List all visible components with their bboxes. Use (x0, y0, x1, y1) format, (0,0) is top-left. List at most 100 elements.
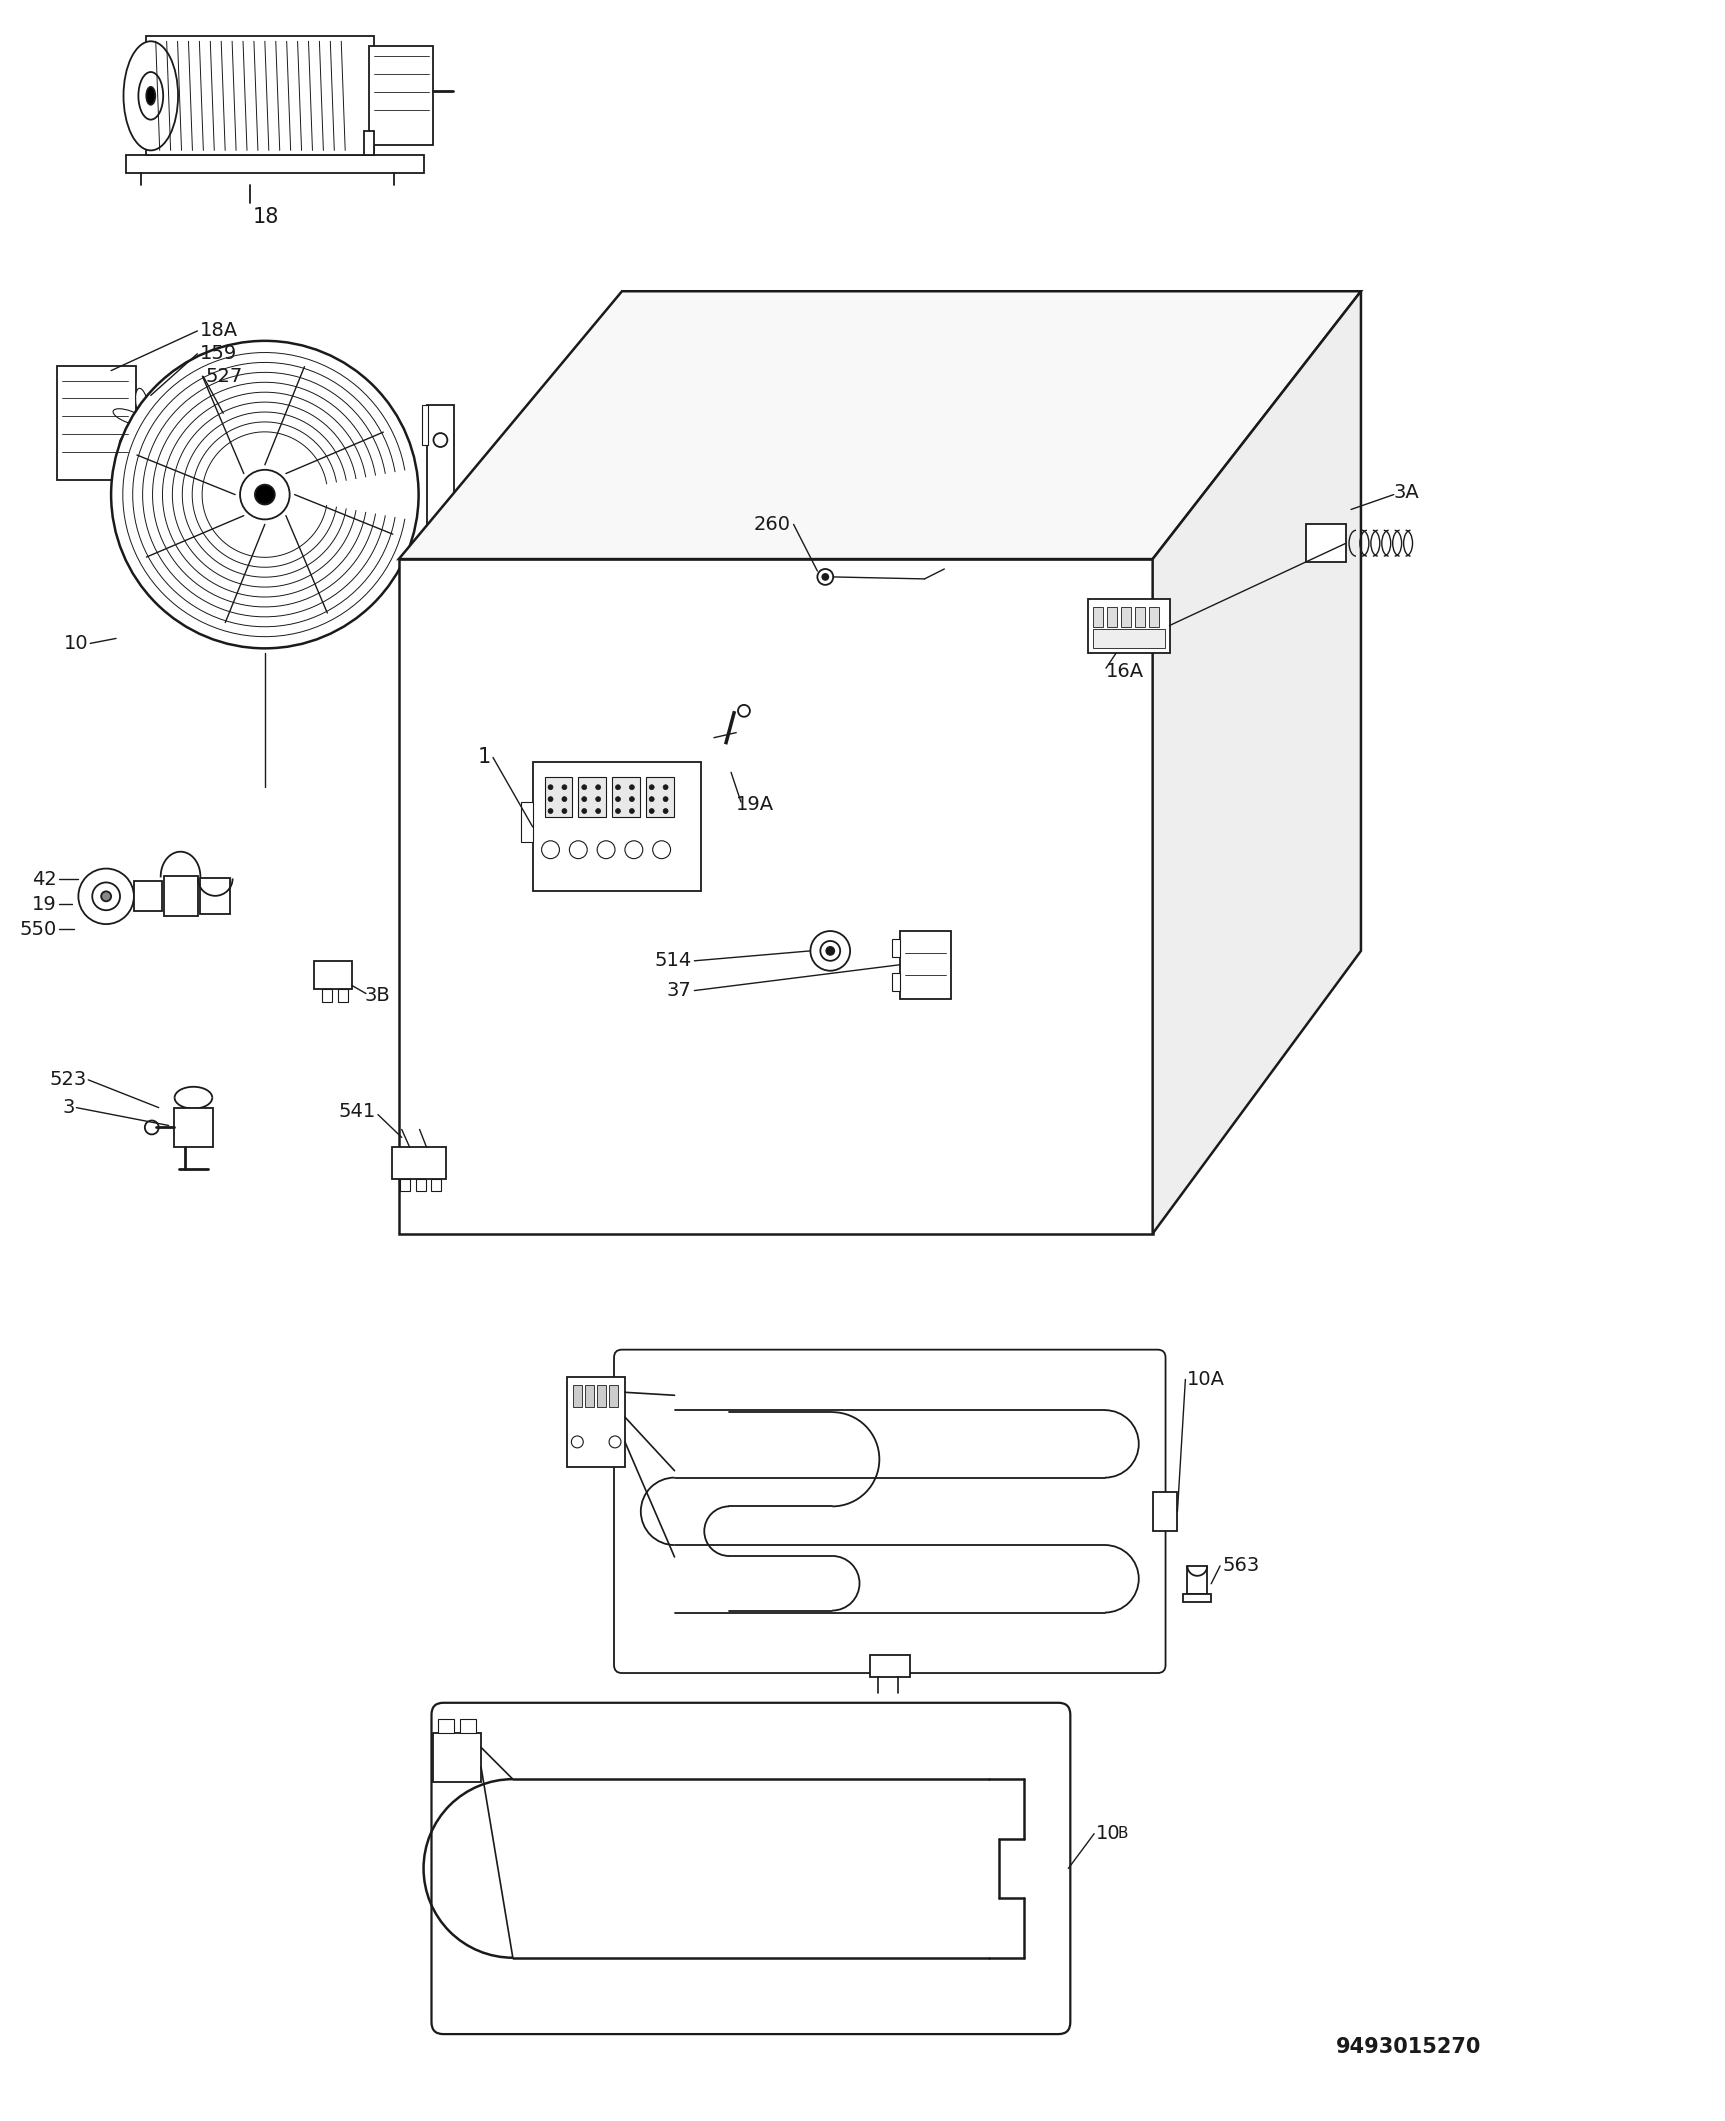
Circle shape (138, 414, 154, 431)
Circle shape (581, 785, 586, 789)
FancyBboxPatch shape (174, 1107, 214, 1147)
Text: 541: 541 (338, 1103, 376, 1122)
FancyBboxPatch shape (164, 876, 198, 916)
Circle shape (595, 785, 600, 789)
Circle shape (630, 797, 635, 802)
FancyBboxPatch shape (533, 761, 702, 891)
FancyBboxPatch shape (438, 1718, 454, 1733)
Circle shape (549, 797, 554, 802)
Circle shape (823, 575, 828, 579)
FancyBboxPatch shape (392, 1147, 447, 1179)
Circle shape (562, 785, 568, 789)
FancyBboxPatch shape (612, 776, 640, 817)
FancyBboxPatch shape (573, 1385, 583, 1406)
Ellipse shape (136, 388, 148, 422)
Circle shape (662, 797, 668, 802)
Circle shape (616, 797, 621, 802)
Ellipse shape (143, 422, 155, 456)
Circle shape (624, 840, 643, 859)
FancyBboxPatch shape (578, 776, 605, 817)
Ellipse shape (145, 399, 172, 422)
FancyBboxPatch shape (1183, 1593, 1211, 1601)
Circle shape (652, 840, 671, 859)
FancyBboxPatch shape (416, 1179, 426, 1190)
Text: 37: 37 (666, 982, 692, 1001)
FancyBboxPatch shape (1135, 607, 1145, 626)
Circle shape (662, 785, 668, 789)
Circle shape (102, 891, 110, 901)
FancyBboxPatch shape (597, 1385, 605, 1406)
Circle shape (145, 1120, 159, 1135)
Circle shape (91, 882, 121, 910)
Circle shape (110, 341, 419, 649)
Circle shape (581, 808, 586, 814)
FancyBboxPatch shape (568, 1377, 624, 1468)
Text: 550: 550 (19, 921, 57, 940)
Circle shape (549, 808, 554, 814)
FancyBboxPatch shape (645, 776, 673, 817)
FancyBboxPatch shape (545, 776, 573, 817)
FancyBboxPatch shape (338, 988, 348, 1003)
Text: 159: 159 (200, 344, 238, 363)
Text: 42: 42 (31, 870, 57, 889)
Text: B: B (1118, 1826, 1128, 1841)
Circle shape (609, 1436, 621, 1449)
FancyBboxPatch shape (431, 1703, 1070, 2034)
Circle shape (581, 797, 586, 802)
Ellipse shape (124, 40, 178, 151)
Text: 3: 3 (62, 1099, 74, 1118)
FancyBboxPatch shape (1187, 1565, 1208, 1593)
Ellipse shape (147, 420, 179, 435)
Text: 16A: 16A (1106, 662, 1144, 681)
FancyBboxPatch shape (1152, 1491, 1178, 1531)
Ellipse shape (138, 72, 164, 119)
FancyBboxPatch shape (126, 155, 424, 174)
Text: 18A: 18A (200, 322, 238, 341)
FancyBboxPatch shape (461, 1718, 476, 1733)
Circle shape (630, 808, 635, 814)
Text: 1: 1 (478, 747, 492, 768)
FancyBboxPatch shape (431, 1179, 442, 1190)
Circle shape (630, 785, 635, 789)
Circle shape (549, 785, 554, 789)
Circle shape (818, 568, 833, 585)
FancyBboxPatch shape (1094, 628, 1164, 649)
FancyBboxPatch shape (900, 931, 950, 999)
Circle shape (649, 797, 654, 802)
FancyBboxPatch shape (614, 1349, 1166, 1673)
Text: 18: 18 (254, 208, 279, 227)
Ellipse shape (119, 422, 147, 445)
Text: 10: 10 (64, 634, 88, 653)
FancyBboxPatch shape (1149, 607, 1159, 626)
Polygon shape (1152, 291, 1361, 1234)
FancyBboxPatch shape (369, 47, 433, 146)
Circle shape (649, 785, 654, 789)
FancyBboxPatch shape (323, 988, 333, 1003)
Text: 527: 527 (205, 367, 243, 386)
Circle shape (616, 808, 621, 814)
Circle shape (595, 797, 600, 802)
Ellipse shape (114, 409, 145, 424)
Text: 10A: 10A (1187, 1370, 1225, 1389)
FancyBboxPatch shape (421, 405, 428, 445)
Circle shape (811, 931, 850, 971)
Circle shape (662, 808, 668, 814)
Circle shape (571, 1436, 583, 1449)
FancyBboxPatch shape (1107, 607, 1116, 626)
FancyBboxPatch shape (147, 36, 374, 155)
Circle shape (562, 797, 568, 802)
Text: 19: 19 (31, 895, 57, 914)
Circle shape (821, 942, 840, 961)
Circle shape (595, 808, 600, 814)
Circle shape (597, 840, 616, 859)
Circle shape (562, 808, 568, 814)
Polygon shape (398, 560, 1152, 1234)
Circle shape (78, 870, 135, 925)
FancyBboxPatch shape (585, 1385, 593, 1406)
FancyBboxPatch shape (1306, 524, 1346, 562)
Circle shape (738, 704, 750, 717)
FancyBboxPatch shape (892, 940, 900, 957)
Circle shape (616, 785, 621, 789)
Text: 19A: 19A (737, 795, 775, 814)
FancyBboxPatch shape (314, 961, 352, 988)
